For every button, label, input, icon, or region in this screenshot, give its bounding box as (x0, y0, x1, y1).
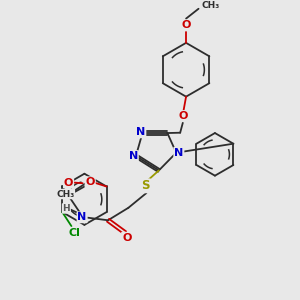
Text: N: N (136, 128, 146, 137)
Text: O: O (64, 178, 73, 188)
Text: O: O (182, 20, 191, 31)
Text: CH₃: CH₃ (202, 1, 220, 10)
Text: O: O (178, 111, 188, 121)
Text: CH₃: CH₃ (56, 190, 74, 199)
Text: O: O (122, 233, 131, 243)
Text: N: N (174, 148, 184, 158)
Text: N: N (129, 151, 138, 161)
Text: S: S (142, 179, 150, 192)
Text: O: O (85, 177, 95, 187)
Text: Cl: Cl (69, 228, 81, 238)
Text: methoxy: methoxy (64, 196, 70, 197)
Text: H: H (63, 204, 70, 213)
Text: N: N (77, 212, 87, 222)
